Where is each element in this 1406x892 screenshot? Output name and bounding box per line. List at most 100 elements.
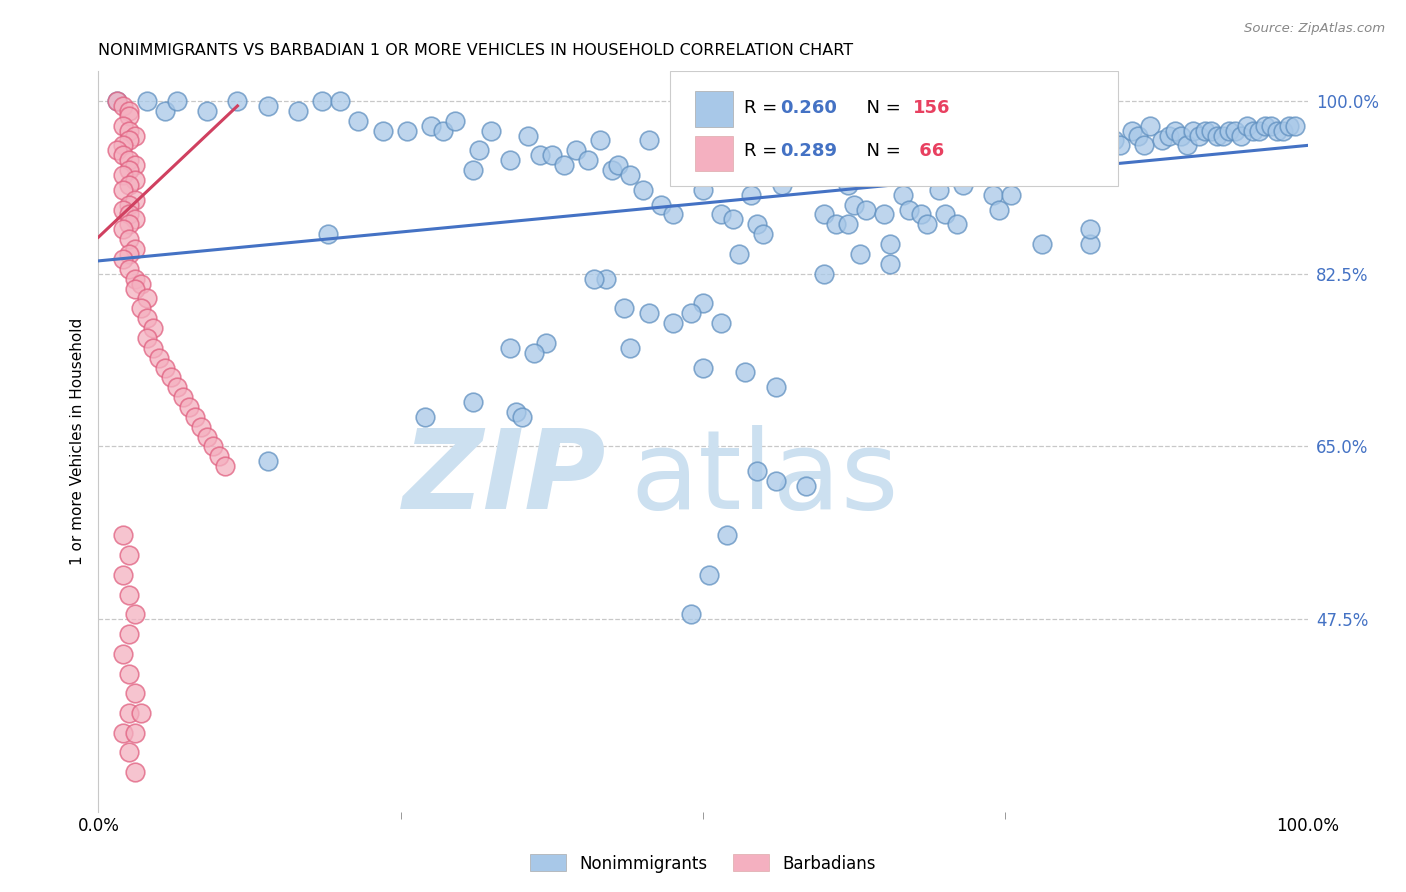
Point bbox=[1060, 148, 1083, 162]
Point bbox=[135, 94, 157, 108]
Point bbox=[118, 178, 141, 192]
Point bbox=[256, 99, 278, 113]
Point bbox=[129, 301, 152, 316]
Point bbox=[794, 158, 817, 172]
Point bbox=[770, 178, 793, 192]
Point bbox=[347, 113, 370, 128]
Point bbox=[673, 168, 696, 182]
Text: NONIMMIGRANTS VS BARBADIAN 1 OR MORE VEHICLES IN HOUSEHOLD CORRELATION CHART: NONIMMIGRANTS VS BARBADIAN 1 OR MORE VEH… bbox=[98, 43, 853, 58]
Point bbox=[1018, 153, 1040, 168]
Point bbox=[172, 390, 194, 404]
Point bbox=[1212, 128, 1234, 143]
Point bbox=[129, 706, 152, 720]
Point bbox=[540, 148, 562, 162]
Point bbox=[463, 163, 485, 178]
Point bbox=[498, 153, 520, 168]
Point bbox=[118, 207, 141, 221]
Point bbox=[813, 267, 835, 281]
Point bbox=[915, 218, 938, 232]
FancyBboxPatch shape bbox=[695, 136, 734, 171]
Point bbox=[111, 168, 134, 182]
Point bbox=[710, 316, 733, 330]
Point bbox=[1097, 128, 1119, 143]
Point bbox=[226, 94, 249, 108]
Text: 0.289: 0.289 bbox=[780, 142, 838, 160]
Text: R =: R = bbox=[744, 142, 783, 160]
Point bbox=[637, 306, 659, 320]
Point bbox=[1236, 119, 1258, 133]
Point bbox=[316, 227, 339, 242]
Point bbox=[891, 187, 914, 202]
Text: N =: N = bbox=[855, 99, 907, 117]
Point bbox=[111, 647, 134, 661]
Point bbox=[553, 158, 575, 172]
Text: Source: ZipAtlas.com: Source: ZipAtlas.com bbox=[1244, 22, 1385, 36]
Point bbox=[124, 212, 146, 227]
Point bbox=[202, 440, 225, 454]
Point bbox=[287, 103, 309, 118]
Point bbox=[607, 158, 630, 172]
Point bbox=[825, 218, 848, 232]
Point bbox=[118, 261, 141, 276]
Point bbox=[837, 218, 859, 232]
Point bbox=[710, 207, 733, 221]
Point bbox=[463, 395, 485, 409]
Point bbox=[468, 144, 491, 158]
Point bbox=[650, 197, 672, 211]
Point bbox=[692, 183, 714, 197]
Point bbox=[505, 405, 527, 419]
Point bbox=[855, 202, 877, 217]
Point bbox=[1073, 133, 1095, 147]
Point bbox=[849, 247, 872, 261]
Point bbox=[166, 380, 188, 394]
Point bbox=[195, 429, 218, 443]
Point bbox=[510, 409, 533, 424]
Point bbox=[516, 128, 538, 143]
Point bbox=[153, 360, 176, 375]
Point bbox=[716, 528, 738, 542]
Point bbox=[637, 133, 659, 147]
Point bbox=[195, 103, 218, 118]
Point bbox=[1007, 148, 1029, 162]
Text: 156: 156 bbox=[914, 99, 950, 117]
Point bbox=[988, 202, 1011, 217]
Point bbox=[1085, 138, 1108, 153]
Point bbox=[981, 187, 1004, 202]
Point bbox=[602, 163, 624, 178]
Point bbox=[679, 306, 702, 320]
Point bbox=[860, 168, 883, 182]
Text: N =: N = bbox=[855, 142, 907, 160]
Point bbox=[118, 153, 141, 168]
Point bbox=[752, 227, 775, 242]
Point bbox=[1139, 119, 1161, 133]
Point bbox=[1278, 119, 1301, 133]
Point bbox=[111, 183, 134, 197]
Point bbox=[576, 153, 599, 168]
Point bbox=[1133, 138, 1156, 153]
Legend: Nonimmigrants, Barbadians: Nonimmigrants, Barbadians bbox=[523, 847, 883, 880]
Point bbox=[1152, 133, 1174, 147]
Point bbox=[160, 370, 183, 384]
Point bbox=[111, 99, 134, 113]
Point bbox=[118, 163, 141, 178]
Point bbox=[728, 247, 751, 261]
Point bbox=[118, 666, 141, 681]
Point bbox=[837, 178, 859, 192]
Point bbox=[747, 464, 769, 478]
Point bbox=[1254, 119, 1277, 133]
Point bbox=[444, 113, 467, 128]
Point bbox=[879, 237, 901, 252]
Y-axis label: 1 or more Vehicles in Household: 1 or more Vehicles in Household bbox=[70, 318, 86, 566]
Point bbox=[523, 345, 546, 359]
Point bbox=[740, 187, 762, 202]
Point bbox=[124, 271, 146, 285]
Point bbox=[1199, 123, 1222, 137]
Point bbox=[153, 103, 176, 118]
Point bbox=[661, 316, 683, 330]
Point bbox=[118, 706, 141, 720]
Point bbox=[952, 178, 974, 192]
Point bbox=[970, 168, 993, 182]
Point bbox=[1128, 128, 1150, 143]
Point bbox=[413, 409, 436, 424]
Point bbox=[1031, 237, 1053, 252]
